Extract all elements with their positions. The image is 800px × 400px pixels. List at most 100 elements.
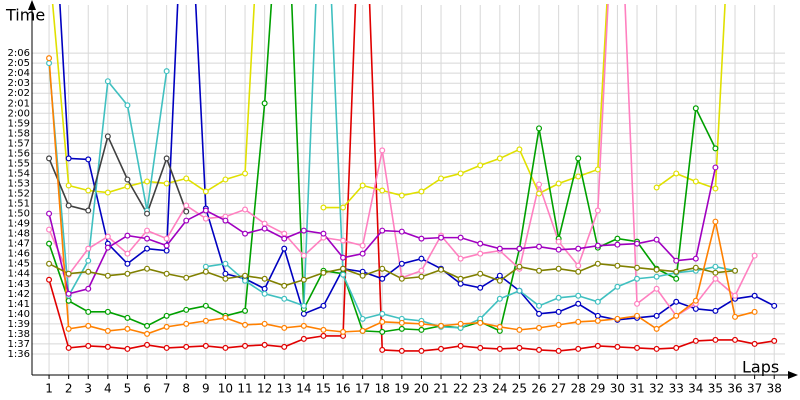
lap-marker (634, 240, 641, 247)
lap-marker (222, 314, 229, 321)
lap-marker (144, 235, 151, 242)
lap-marker (261, 225, 268, 232)
lap-marker (202, 207, 209, 214)
lap-marker (104, 272, 111, 279)
lap-marker (477, 270, 484, 277)
series-line (48, 262, 736, 287)
lap-marker (418, 326, 425, 333)
lap-marker (751, 340, 758, 347)
lap-marker (183, 320, 190, 327)
lap-marker (398, 325, 405, 332)
lap-marker (340, 237, 347, 244)
lap-marker (340, 265, 347, 272)
lap-marker (771, 302, 778, 309)
lap-marker (85, 308, 92, 315)
lap-marker (712, 263, 719, 270)
lap-marker (261, 285, 268, 292)
lap-marker (104, 244, 111, 251)
lap-marker (124, 176, 131, 183)
lap-marker (65, 290, 72, 297)
lap-marker (732, 336, 739, 343)
lap-marker (457, 255, 464, 262)
lap-marker (555, 246, 562, 253)
y-tick-label: 1:38 (8, 329, 30, 340)
lap-marker (536, 190, 543, 197)
lap-marker (124, 183, 131, 190)
series-line (48, 4, 775, 352)
y-tick-label: 1:43 (8, 279, 30, 290)
lap-marker (281, 343, 288, 350)
lap-marker (300, 302, 307, 309)
x-tick-label: 6 (143, 382, 151, 396)
lap-marker (555, 265, 562, 272)
lap-marker (222, 275, 229, 282)
lap-marker (46, 60, 53, 67)
lap-marker (359, 327, 366, 334)
y-tick-label: 1:41 (8, 299, 30, 310)
lap-marker (85, 342, 92, 349)
lap-marker (653, 345, 660, 352)
lap-marker (653, 236, 660, 243)
lap-marker (673, 298, 680, 305)
lap-marker (418, 255, 425, 262)
y-tick-label: 1:48 (8, 229, 30, 240)
lap-marker (653, 285, 660, 292)
lap-marker (183, 343, 190, 350)
series-layer (46, 4, 778, 354)
lap-marker (457, 320, 464, 327)
lap-marker (144, 245, 151, 252)
lap-marker (398, 347, 405, 354)
lap-marker (65, 344, 72, 351)
x-tick-label: 18 (375, 382, 390, 396)
lap-marker (320, 269, 327, 276)
lap-marker (496, 245, 503, 252)
lap-marker (242, 342, 249, 349)
lap-marker (634, 264, 641, 271)
lap-marker (300, 227, 307, 234)
lap-marker (477, 319, 484, 326)
y-tick-label: 1:39 (8, 319, 30, 330)
lap-marker (183, 274, 190, 281)
lap-marker (163, 344, 170, 351)
lap-marker (516, 326, 523, 333)
lap-marker (300, 252, 307, 259)
lap-marker (85, 257, 92, 264)
y-tick-label: 1:58 (8, 128, 30, 139)
x-tick-label: 1 (45, 382, 53, 396)
lap-marker (418, 188, 425, 195)
lap-marker (281, 282, 288, 289)
lap-marker (516, 245, 523, 252)
lap-marker (144, 341, 151, 348)
lap-marker (104, 189, 111, 196)
lap-marker (222, 270, 229, 277)
lap-marker (163, 235, 170, 242)
lap-marker (104, 233, 111, 240)
lap-marker (320, 204, 327, 211)
y-tick-label: 1:56 (8, 148, 30, 159)
y-tick-label: 2:04 (8, 68, 30, 79)
x-tick-label: 2 (65, 382, 73, 396)
lap-marker (418, 267, 425, 274)
lap-marker (261, 275, 268, 282)
lap-marker (594, 166, 601, 173)
lap-marker (496, 345, 503, 352)
y-tick-label: 2:03 (8, 78, 30, 89)
lap-marker (379, 227, 386, 234)
lap-marker (594, 207, 601, 214)
lap-marker (202, 188, 209, 195)
lap-marker (575, 262, 582, 269)
lap-marker (653, 273, 660, 280)
x-tick-label: 34 (688, 382, 703, 396)
lap-marker (712, 145, 719, 152)
lap-marker (202, 268, 209, 275)
y-tick-label: 1:51 (8, 199, 30, 210)
lap-marker (46, 155, 53, 162)
x-tick-label: 36 (727, 382, 742, 396)
lap-marker (673, 275, 680, 282)
lap-marker (281, 235, 288, 242)
x-tick-label: 17 (355, 382, 370, 396)
lap-marker (340, 254, 347, 261)
lap-marker (438, 266, 445, 273)
lap-marker (634, 344, 641, 351)
lap-marker (673, 344, 680, 351)
